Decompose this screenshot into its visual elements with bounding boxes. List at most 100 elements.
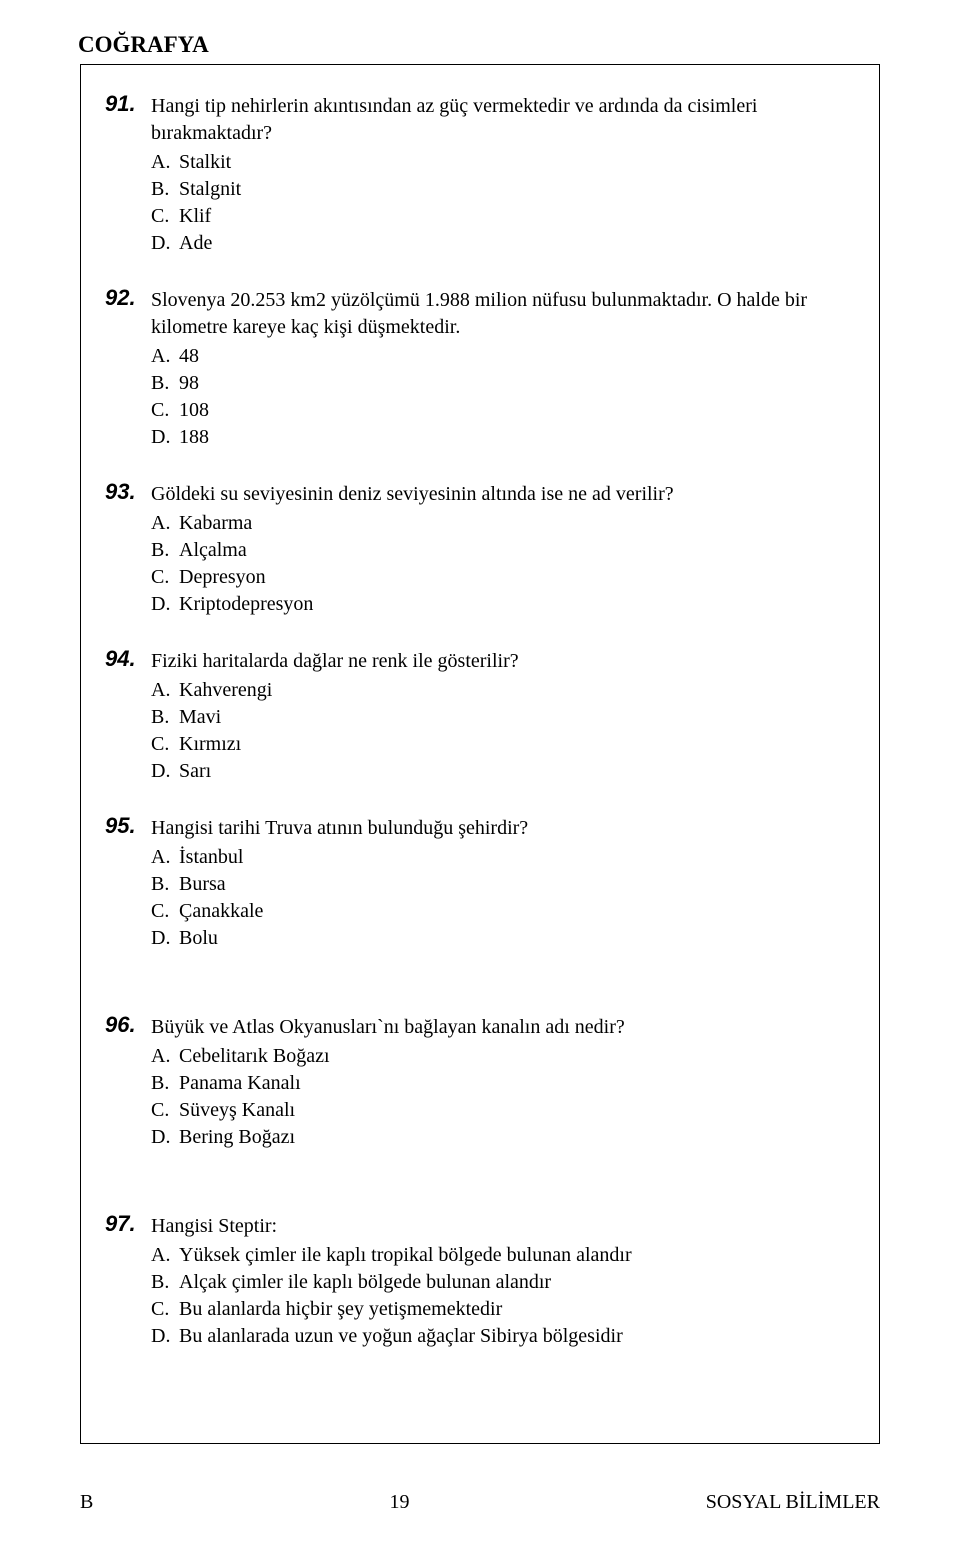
option-text: Yüksek çimler ile kaplı tropikal bölgede… — [179, 1242, 632, 1269]
option: A.Kahverengi — [151, 677, 851, 704]
question-body: Hangisi tarihi Truva atının bulunduğu şe… — [151, 813, 851, 952]
option-text: Ade — [179, 230, 212, 257]
option: D.Bolu — [151, 925, 851, 952]
option-letter: D. — [151, 591, 179, 618]
option-letter: B. — [151, 1070, 179, 1097]
option-text: Bu alanlarda hiçbir şey yetişmemektedir — [179, 1296, 502, 1323]
option: B.Alçalma — [151, 537, 851, 564]
question-number: 96. — [105, 1012, 151, 1038]
option-text: Kırmızı — [179, 731, 241, 758]
option-text: Cebelitarık Boğazı — [179, 1043, 330, 1070]
question: 92.Slovenya 20.253 km2 yüzölçümü 1.988 m… — [105, 285, 851, 451]
option: C.Süveyş Kanalı — [151, 1097, 851, 1124]
option-letter: B. — [151, 370, 179, 397]
option-text: Süveyş Kanalı — [179, 1097, 295, 1124]
option-letter: A. — [151, 844, 179, 871]
option-text: İstanbul — [179, 844, 243, 871]
option-letter: C. — [151, 203, 179, 230]
option: C.Klif — [151, 203, 851, 230]
option-letter: C. — [151, 397, 179, 424]
option: A.Cebelitarık Boğazı — [151, 1043, 851, 1070]
question-line: 93.Göldeki su seviyesinin deniz seviyesi… — [105, 479, 851, 618]
option: B.Mavi — [151, 704, 851, 731]
option-letter: D. — [151, 758, 179, 785]
question-text: Hangisi tarihi Truva atının bulunduğu şe… — [151, 815, 851, 842]
question-number: 97. — [105, 1211, 151, 1237]
option-letter: D. — [151, 1124, 179, 1151]
option: D.188 — [151, 424, 851, 451]
question-text: Hangi tip nehirlerin akıntısından az güç… — [151, 93, 851, 147]
option-letter: A. — [151, 343, 179, 370]
question-line: 91.Hangi tip nehirlerin akıntısından az … — [105, 91, 851, 257]
option-text: Bu alanlarada uzun ve yoğun ağaçlar Sibi… — [179, 1323, 623, 1350]
option-text: Klif — [179, 203, 211, 230]
question: 95.Hangisi tarihi Truva atının bulunduğu… — [105, 813, 851, 952]
option-text: Stalkit — [179, 149, 231, 176]
option-letter: D. — [151, 1323, 179, 1350]
option-text: Kahverengi — [179, 677, 272, 704]
footer-page-number: 19 — [390, 1491, 410, 1514]
question-text: Slovenya 20.253 km2 yüzölçümü 1.988 mili… — [151, 287, 851, 341]
question-body: Fiziki haritalarda dağlar ne renk ile gö… — [151, 646, 851, 785]
option-text: 48 — [179, 343, 199, 370]
option: C.Kırmızı — [151, 731, 851, 758]
question-line: 95.Hangisi tarihi Truva atının bulunduğu… — [105, 813, 851, 952]
question: 97.Hangisi Steptir:A.Yüksek çimler ile k… — [105, 1211, 851, 1350]
option-text: Alçalma — [179, 537, 247, 564]
option: B.98 — [151, 370, 851, 397]
option-letter: C. — [151, 1097, 179, 1124]
page: COĞRAFYA 91.Hangi tip nehirlerin akıntıs… — [0, 0, 960, 1542]
option-text: Bursa — [179, 871, 226, 898]
footer-left: B — [80, 1491, 93, 1514]
option-text: Sarı — [179, 758, 211, 785]
question: 91.Hangi tip nehirlerin akıntısından az … — [105, 91, 851, 257]
option: A.Yüksek çimler ile kaplı tropikal bölge… — [151, 1242, 851, 1269]
option-letter: B. — [151, 704, 179, 731]
option-letter: D. — [151, 230, 179, 257]
option-letter: A. — [151, 149, 179, 176]
option-text: Mavi — [179, 704, 221, 731]
question-line: 92.Slovenya 20.253 km2 yüzölçümü 1.988 m… — [105, 285, 851, 451]
option-text: 108 — [179, 397, 209, 424]
footer-right: SOSYAL BİLİMLER — [706, 1491, 880, 1514]
question-body: Hangisi Steptir:A.Yüksek çimler ile kapl… — [151, 1211, 851, 1350]
option: A.48 — [151, 343, 851, 370]
option-letter: D. — [151, 925, 179, 952]
option-text: Stalgnit — [179, 176, 241, 203]
option-letter: C. — [151, 898, 179, 925]
option: C.Bu alanlarda hiçbir şey yetişmemektedi… — [151, 1296, 851, 1323]
question-number: 92. — [105, 285, 151, 311]
option-letter: C. — [151, 564, 179, 591]
question-line: 96.Büyük ve Atlas Okyanusları`nı bağlaya… — [105, 1012, 851, 1151]
option-text: 188 — [179, 424, 209, 451]
option-letter: C. — [151, 1296, 179, 1323]
question-body: Hangi tip nehirlerin akıntısından az güç… — [151, 91, 851, 257]
option-text: Kabarma — [179, 510, 252, 537]
subject-title: COĞRAFYA — [78, 32, 880, 58]
option: C.Depresyon — [151, 564, 851, 591]
option: B.Bursa — [151, 871, 851, 898]
question-text: Büyük ve Atlas Okyanusları`nı bağlayan k… — [151, 1014, 851, 1041]
option: A.Stalkit — [151, 149, 851, 176]
option-letter: B. — [151, 871, 179, 898]
option: A.İstanbul — [151, 844, 851, 871]
option: D.Bu alanlarada uzun ve yoğun ağaçlar Si… — [151, 1323, 851, 1350]
option: C.108 — [151, 397, 851, 424]
option-text: Bolu — [179, 925, 218, 952]
questions-container: 91.Hangi tip nehirlerin akıntısından az … — [80, 64, 880, 1444]
option-letter: A. — [151, 1043, 179, 1070]
question: 96.Büyük ve Atlas Okyanusları`nı bağlaya… — [105, 1012, 851, 1151]
option: B.Panama Kanalı — [151, 1070, 851, 1097]
question-line: 97.Hangisi Steptir:A.Yüksek çimler ile k… — [105, 1211, 851, 1350]
question: 94.Fiziki haritalarda dağlar ne renk ile… — [105, 646, 851, 785]
option-letter: B. — [151, 1269, 179, 1296]
question-number: 91. — [105, 91, 151, 117]
question-number: 93. — [105, 479, 151, 505]
option: A.Kabarma — [151, 510, 851, 537]
option: B.Stalgnit — [151, 176, 851, 203]
question-line: 94.Fiziki haritalarda dağlar ne renk ile… — [105, 646, 851, 785]
question-body: Slovenya 20.253 km2 yüzölçümü 1.988 mili… — [151, 285, 851, 451]
option-text: Alçak çimler ile kaplı bölgede bulunan a… — [179, 1269, 551, 1296]
option: D.Ade — [151, 230, 851, 257]
option-letter: B. — [151, 176, 179, 203]
